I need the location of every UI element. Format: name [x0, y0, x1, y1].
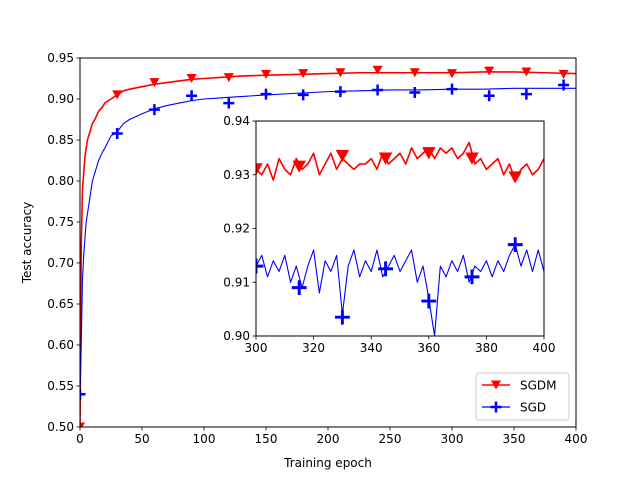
- inset-x-tick-label: 400: [533, 341, 556, 355]
- inset-marker-sgdm: [422, 147, 436, 160]
- main-x-tick-label: 300: [441, 432, 464, 446]
- inset-marker-sgd: [507, 237, 523, 253]
- legend-sgd-marker: [490, 401, 502, 413]
- main-x-tick-label: 0: [76, 432, 84, 446]
- main-marker-sgdm: [409, 68, 420, 78]
- main-marker-sgdm: [186, 74, 197, 83]
- main-x-tick-label: 50: [134, 432, 149, 446]
- main-y-tick-label: 0.80: [47, 174, 74, 188]
- inset-x-tick-label: 360: [417, 341, 440, 355]
- inset-axes-frame: [255, 120, 545, 337]
- main-y-tick-label: 0.85: [47, 133, 74, 147]
- main-marker-sgdm: [149, 78, 160, 88]
- inset-y-tick-label: 0.91: [223, 275, 250, 289]
- inset-y-tick-label: 0.93: [223, 168, 250, 182]
- main-y-tick-label: 0.55: [47, 379, 74, 393]
- inset-y-ticks: 0.90 0.91 0.92 0.93 0.94: [223, 114, 256, 343]
- main-marker-sgd: [520, 88, 532, 100]
- main-marker-sgd: [148, 104, 160, 116]
- inset-x-tick-label: 320: [302, 341, 325, 355]
- main-marker-sgd: [111, 127, 123, 139]
- inset-marker-sgd: [256, 258, 264, 274]
- main-marker-sgd: [297, 89, 309, 101]
- main-x-ticks: 0 50 100 150 200 250 300 350 400: [76, 427, 587, 446]
- inset-axes: 300 320 340 360 380 400 0.90 0.91 0.92 0.93 0.94: [223, 114, 555, 355]
- main-marker-sgdm: [261, 69, 271, 79]
- inset-marker-sgdm: [508, 171, 522, 184]
- main-marker-sgdm: [521, 67, 532, 77]
- inset-series-sgdm: [256, 141, 544, 184]
- main-marker-sgd: [558, 79, 570, 91]
- inset-marker-sgd: [464, 269, 480, 285]
- main-x-tick-label: 350: [503, 432, 526, 446]
- main-y-tick-label: 0.60: [47, 338, 74, 352]
- main-y-tick-label: 0.70: [47, 256, 74, 270]
- main-marker-sgd: [186, 90, 198, 102]
- inset-marker-sgd: [291, 280, 307, 296]
- main-axes-frame: [79, 57, 577, 428]
- legend-sgdm-label: SGDM: [520, 379, 557, 393]
- main-marker-sgdm: [484, 66, 495, 76]
- inset-plot-area: [256, 121, 544, 336]
- inset-line-sgdm: [256, 141, 544, 181]
- main-marker-sgdm: [335, 68, 346, 78]
- legend-sgdm-marker: [491, 380, 501, 390]
- inset-marker-sgd: [421, 293, 437, 309]
- inset-series-sgd: [256, 237, 544, 336]
- x-axis-label: Training epoch: [283, 456, 372, 470]
- inset-y-tick-label: 0.94: [223, 114, 250, 128]
- inset-marker-sgdm: [378, 152, 393, 165]
- inset-x-tick-label: 380: [475, 341, 498, 355]
- inset-marker-sgd: [378, 261, 394, 277]
- main-marker-sgd: [409, 86, 421, 98]
- main-marker-sgd: [260, 88, 272, 100]
- main-y-tick-label: 0.65: [47, 297, 74, 311]
- inset-series: [256, 141, 544, 336]
- main-marker-sgdm: [447, 69, 457, 79]
- main-x-tick-label: 100: [193, 432, 216, 446]
- main-marker-sgd: [334, 86, 346, 98]
- main-y-tick-label: 0.95: [47, 51, 74, 65]
- main-marker-sgdm: [558, 69, 569, 79]
- inset-y-tick-label: 0.90: [223, 329, 250, 343]
- main-marker-sgd: [483, 90, 495, 102]
- inset-x-tick-label: 300: [245, 341, 268, 355]
- inset-marker-sgd: [334, 309, 350, 325]
- main-x-tick-label: 400: [565, 432, 588, 446]
- main-x-tick-label: 200: [317, 432, 340, 446]
- inset-marker-sgdm: [335, 149, 350, 163]
- main-y-tick-label: 0.50: [47, 420, 74, 434]
- main-marker-sgdm: [112, 90, 123, 100]
- main-marker-sgdm: [80, 422, 85, 427]
- inset-marker-sgdm: [256, 163, 263, 176]
- main-marker-sgdm: [223, 73, 234, 83]
- main-x-tick-label: 250: [379, 432, 402, 446]
- main-marker-sgd: [80, 388, 86, 400]
- main-series-sgd: [80, 79, 576, 400]
- main-series: [80, 65, 576, 427]
- main-y-ticks: 0.50 0.55 0.60 0.65 0.70 0.75 0.80 0.85 0.90 0.95: [47, 51, 80, 434]
- legend-sgd-label: SGD: [520, 401, 546, 415]
- legend: SGDM SGD: [475, 372, 570, 421]
- inset-x-ticks: 300 320 340 360 380 400: [245, 336, 556, 355]
- main-marker-sgd: [446, 83, 458, 95]
- inset-marker-sgdm: [465, 152, 479, 165]
- inset-marker-sgdm: [292, 160, 306, 173]
- main-series-sgdm: [80, 65, 576, 427]
- main-marker-sgdm: [298, 69, 309, 79]
- main-marker-sgd: [372, 84, 384, 96]
- main-y-tick-label: 0.75: [47, 215, 74, 229]
- main-x-tick-label: 150: [255, 432, 278, 446]
- main-marker-sgd: [223, 97, 235, 109]
- y-axis-label: Test accuracy: [20, 202, 34, 285]
- inset-y-tick-label: 0.92: [223, 222, 250, 236]
- inset-line-sgd: [256, 244, 544, 336]
- inset-x-tick-label: 340: [360, 341, 383, 355]
- main-y-tick-label: 0.90: [47, 92, 74, 106]
- main-marker-sgdm: [372, 65, 383, 75]
